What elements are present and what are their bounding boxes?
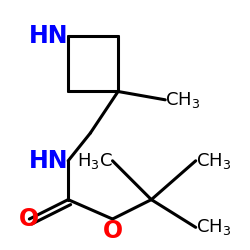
Text: CH$_3$: CH$_3$ xyxy=(196,151,231,171)
Text: H$_3$C: H$_3$C xyxy=(77,151,112,171)
Text: O: O xyxy=(19,207,40,231)
Text: HN: HN xyxy=(29,24,68,48)
Text: HN: HN xyxy=(29,149,68,173)
Text: CH$_3$: CH$_3$ xyxy=(196,217,231,237)
Text: CH$_3$: CH$_3$ xyxy=(165,90,200,110)
Text: O: O xyxy=(102,219,122,243)
